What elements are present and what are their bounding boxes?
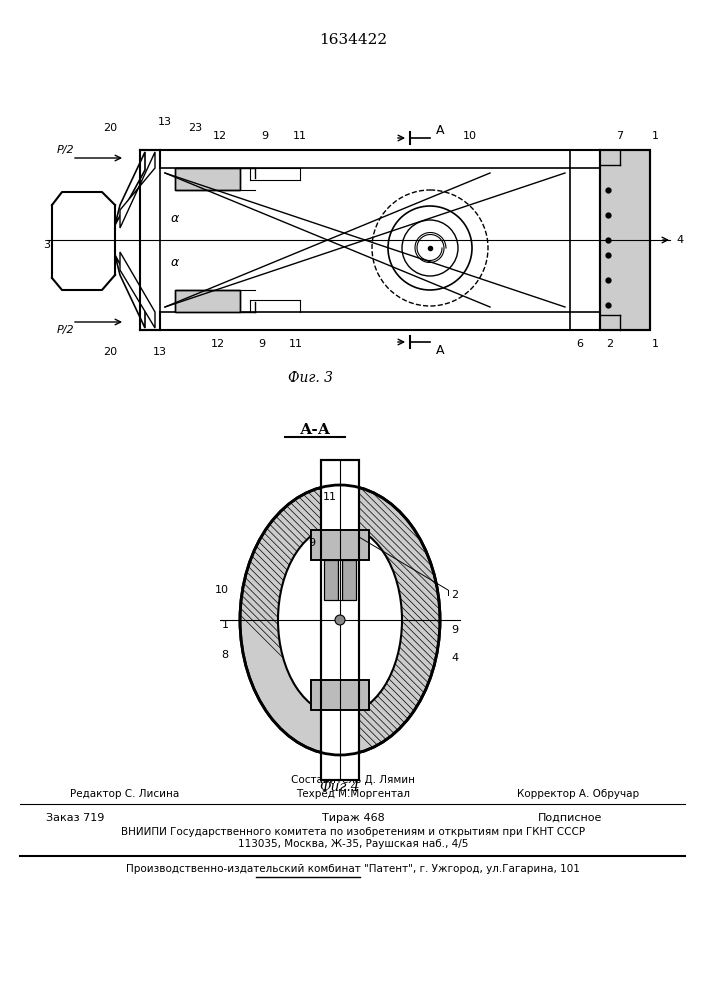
Polygon shape <box>120 152 155 228</box>
Text: 2: 2 <box>607 339 614 349</box>
Text: $\alpha$: $\alpha$ <box>170 212 180 225</box>
Bar <box>175 168 240 190</box>
Text: 4: 4 <box>452 653 459 663</box>
Text: ВНИИПИ Государственного комитета по изобретениям и открытиям при ГКНТ СССР: ВНИИПИ Государственного комитета по изоб… <box>121 827 585 837</box>
Bar <box>600 150 650 330</box>
Text: 2: 2 <box>452 590 459 600</box>
Bar <box>321 460 359 780</box>
Text: 13: 13 <box>158 117 172 127</box>
Text: 4: 4 <box>677 235 684 245</box>
Ellipse shape <box>240 485 440 755</box>
Text: Тираж 468: Тираж 468 <box>322 813 385 823</box>
Text: 11: 11 <box>293 131 307 141</box>
Text: 8: 8 <box>221 650 228 660</box>
Bar <box>324 560 338 600</box>
Text: 9: 9 <box>259 339 266 349</box>
Text: 6: 6 <box>576 339 583 349</box>
Text: 11: 11 <box>289 339 303 349</box>
Text: 10: 10 <box>463 131 477 141</box>
Text: 9: 9 <box>262 131 269 141</box>
Polygon shape <box>120 252 155 328</box>
Text: Производственно-издательский комбинат "Патент", г. Ужгород, ул.Гагарина, 101: Производственно-издательский комбинат "П… <box>126 864 580 874</box>
Text: 9: 9 <box>452 625 459 635</box>
Bar <box>342 560 356 600</box>
Bar <box>311 530 369 560</box>
Text: 9: 9 <box>308 538 315 548</box>
Text: Составитель Д. Лямин: Составитель Д. Лямин <box>291 775 415 785</box>
Text: $\alpha$: $\alpha$ <box>170 255 180 268</box>
Text: 12: 12 <box>213 131 227 141</box>
Ellipse shape <box>278 525 402 715</box>
Bar <box>160 168 570 312</box>
Text: 1: 1 <box>651 339 658 349</box>
Polygon shape <box>115 255 145 328</box>
Text: P/2: P/2 <box>57 145 75 155</box>
Text: 20: 20 <box>103 347 117 357</box>
Text: Техред М.Моргентал: Техред М.Моргентал <box>296 789 410 799</box>
Text: 20: 20 <box>103 123 117 133</box>
Polygon shape <box>115 152 145 225</box>
Bar <box>338 560 342 600</box>
Text: Подписное: Подписное <box>538 813 602 823</box>
Bar <box>175 168 240 190</box>
Text: 12: 12 <box>211 339 225 349</box>
Text: P/2: P/2 <box>57 325 75 335</box>
Text: 7: 7 <box>617 131 624 141</box>
Text: 11: 11 <box>323 492 337 502</box>
Text: 1: 1 <box>221 620 228 630</box>
Bar <box>311 680 369 710</box>
Text: Фиг. 3: Фиг. 3 <box>288 371 332 385</box>
Bar <box>321 460 359 780</box>
Bar <box>311 680 369 710</box>
Text: Редактор С. Лисина: Редактор С. Лисина <box>71 789 180 799</box>
Text: 113035, Москва, Ж-35, Раушская наб., 4/5: 113035, Москва, Ж-35, Раушская наб., 4/5 <box>238 839 468 849</box>
Bar <box>342 560 356 600</box>
Text: 13: 13 <box>153 347 167 357</box>
Text: 3: 3 <box>44 240 50 250</box>
Text: А: А <box>436 123 444 136</box>
Text: 1: 1 <box>651 131 658 141</box>
Bar <box>324 560 338 600</box>
Text: А-А: А-А <box>300 423 331 437</box>
Circle shape <box>335 615 345 625</box>
Text: Корректор А. Обручар: Корректор А. Обручар <box>517 789 639 799</box>
Text: А: А <box>436 344 444 357</box>
Bar <box>175 290 240 312</box>
Text: Фиг.4: Фиг.4 <box>320 780 361 794</box>
Text: Заказ 719: Заказ 719 <box>46 813 104 823</box>
Text: 1634422: 1634422 <box>319 33 387 47</box>
Bar <box>600 150 650 330</box>
Text: 10: 10 <box>215 585 229 595</box>
Bar <box>311 530 369 560</box>
Bar <box>175 290 240 312</box>
Text: 23: 23 <box>188 123 202 133</box>
